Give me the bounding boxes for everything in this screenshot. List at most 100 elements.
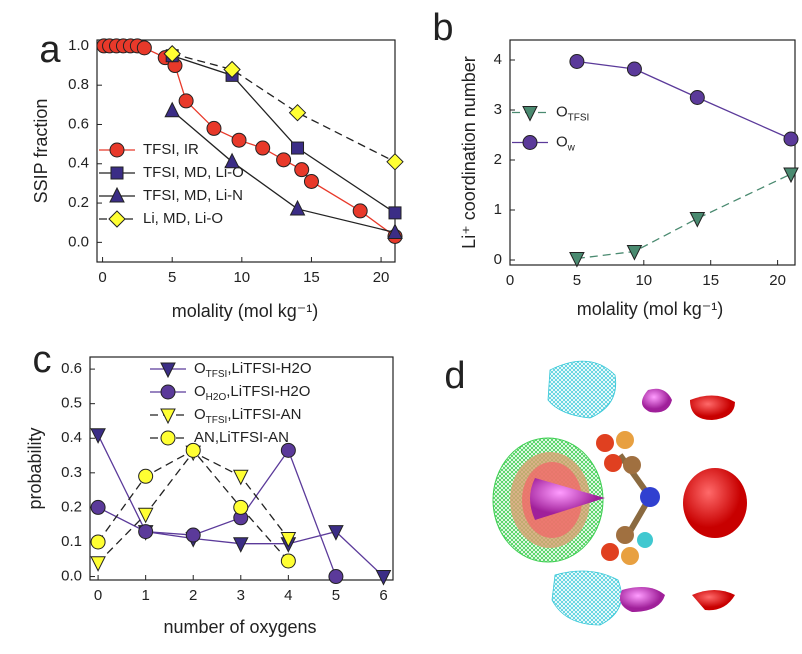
mesh-blob — [548, 361, 616, 418]
x-tick-label: 0 — [94, 587, 102, 604]
marker — [389, 207, 401, 219]
atom — [616, 431, 634, 449]
legend-marker — [161, 409, 175, 423]
legend-text: TFSI, MD, Li-N — [143, 187, 243, 204]
y-axis-label: Li⁺ coordination number — [459, 56, 479, 249]
marker — [627, 62, 641, 76]
blob — [642, 389, 672, 413]
legend-text: O — [194, 383, 206, 400]
marker — [234, 470, 248, 484]
x-tick-label: 5 — [573, 272, 581, 289]
marker — [139, 469, 153, 483]
marker — [291, 201, 305, 215]
panel-label: a — [39, 29, 61, 71]
marker — [207, 121, 221, 135]
y-tick-label: 0.8 — [68, 76, 89, 93]
marker — [225, 154, 239, 168]
x-tick-label: 3 — [237, 587, 245, 604]
marker — [232, 133, 246, 147]
x-tick-label: 1 — [141, 587, 149, 604]
x-tick-label: 6 — [379, 587, 387, 604]
marker — [292, 142, 304, 154]
atom — [601, 543, 619, 561]
legend-text: O — [194, 360, 206, 377]
panel-label: c — [33, 339, 52, 381]
marker — [91, 535, 105, 549]
marker — [234, 500, 248, 514]
y-tick-label: 0.2 — [68, 194, 89, 211]
legend-marker — [161, 363, 175, 377]
y-tick-label: 0.5 — [61, 395, 82, 412]
series-line — [172, 54, 395, 162]
y-axis-label: SSIP fraction — [31, 99, 51, 204]
plot-frame — [510, 40, 795, 265]
marker — [277, 153, 291, 167]
atom — [616, 526, 634, 544]
x-tick-label: 4 — [284, 587, 292, 604]
y-tick-label: 2 — [494, 151, 502, 168]
y-tick-label: 4 — [494, 51, 502, 68]
x-tick-label: 20 — [769, 272, 786, 289]
x-tick-label: 5 — [332, 587, 340, 604]
y-tick-label: 0.0 — [61, 568, 82, 585]
marker — [295, 163, 309, 177]
blob — [690, 395, 735, 420]
series-line — [98, 450, 336, 576]
legend-text: H2O — [206, 392, 227, 403]
y-tick-label: 0 — [494, 251, 502, 268]
atom — [621, 547, 639, 565]
marker — [784, 168, 798, 182]
x-axis-label: molality (mol kg⁻¹) — [172, 301, 319, 321]
legend-marker — [523, 136, 537, 150]
marker — [91, 500, 105, 514]
y-tick-label: 0.6 — [61, 360, 82, 377]
series-line — [577, 62, 791, 140]
legend-label: OH2O,LiTFSI-H2O — [194, 383, 310, 403]
marker — [376, 571, 390, 585]
legend-label: OTFSI — [556, 103, 589, 123]
marker — [290, 105, 306, 121]
x-tick-label: 15 — [702, 272, 719, 289]
x-tick-label: 2 — [189, 587, 197, 604]
legend-text: TFSI — [206, 415, 228, 426]
y-tick-label: 0.0 — [68, 233, 89, 250]
legend-text: TFSI, IR — [143, 141, 199, 158]
y-tick-label: 0.1 — [61, 533, 82, 550]
atom — [623, 456, 641, 474]
legend-marker — [523, 107, 537, 121]
legend-text: ,LiTFSI-H2O — [227, 360, 311, 377]
marker — [281, 554, 295, 568]
x-tick-label: 20 — [373, 269, 390, 286]
legend-label: Li, MD, Li-O — [143, 210, 223, 227]
marker — [690, 91, 704, 105]
legend-marker — [161, 431, 175, 445]
marker — [329, 570, 343, 584]
y-tick-label: 0.4 — [68, 155, 89, 172]
plot-frame — [97, 40, 395, 262]
panel-label: b — [432, 7, 453, 49]
marker — [139, 525, 153, 539]
legend-marker — [111, 167, 123, 179]
legend-label: OTFSI,LiTFSI-AN — [194, 406, 302, 426]
legend-label: TFSI, IR — [143, 141, 199, 158]
y-tick-label: 0.2 — [61, 498, 82, 515]
marker — [137, 41, 151, 55]
legend-label: Ow — [556, 133, 576, 153]
y-tick-label: 3 — [494, 101, 502, 118]
marker — [91, 429, 105, 443]
x-tick-label: 0 — [506, 272, 514, 289]
y-tick-label: 0.6 — [68, 115, 89, 132]
y-tick-label: 1.0 — [68, 37, 89, 54]
legend-text: TFSI — [206, 369, 228, 380]
marker — [165, 103, 179, 117]
x-tick-label: 5 — [168, 269, 176, 286]
y-tick-label: 0.4 — [61, 429, 82, 446]
marker — [179, 94, 193, 108]
x-tick-label: 10 — [635, 272, 652, 289]
marker — [91, 557, 105, 571]
legend-text: TFSI — [568, 113, 590, 124]
y-tick-label: 0.3 — [61, 464, 82, 481]
legend-label: OTFSI,LiTFSI-H2O — [194, 360, 312, 380]
atom — [596, 434, 614, 452]
blob — [683, 468, 747, 538]
